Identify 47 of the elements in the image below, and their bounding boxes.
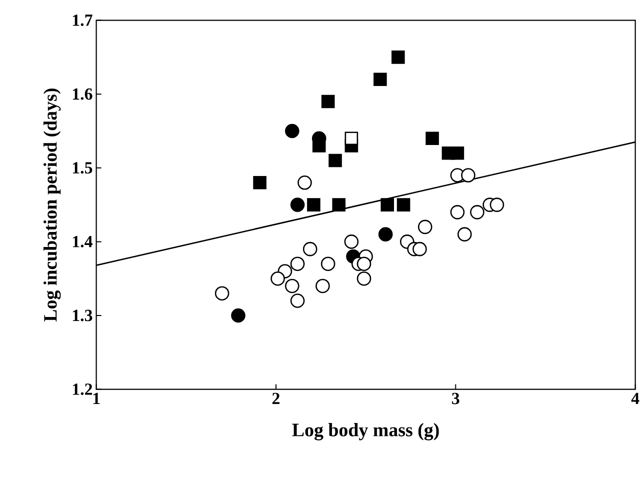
point bbox=[320, 256, 336, 271]
point bbox=[302, 242, 318, 256]
point bbox=[253, 176, 266, 190]
x-tick-label: 2 bbox=[272, 392, 280, 404]
point bbox=[374, 72, 387, 86]
point bbox=[412, 242, 427, 256]
point bbox=[298, 176, 312, 190]
point bbox=[270, 271, 285, 286]
point bbox=[344, 132, 358, 146]
point bbox=[470, 205, 484, 220]
point bbox=[426, 132, 439, 146]
y-tick-label: 1.2 bbox=[72, 384, 92, 396]
point bbox=[356, 256, 372, 271]
point bbox=[231, 308, 246, 323]
point bbox=[290, 198, 305, 212]
point bbox=[284, 124, 300, 138]
y-tick-label: 1.7 bbox=[72, 14, 92, 26]
y-tick-label: 1.6 bbox=[72, 88, 92, 100]
y-tick-label: 1.4 bbox=[72, 236, 92, 248]
point bbox=[380, 198, 394, 212]
point bbox=[418, 220, 432, 234]
point bbox=[378, 227, 393, 242]
x-tick-label: 3 bbox=[452, 392, 460, 404]
point bbox=[316, 278, 330, 294]
point bbox=[290, 256, 305, 271]
point bbox=[290, 294, 305, 308]
y-tick-label: 1.3 bbox=[72, 310, 92, 322]
point bbox=[284, 278, 300, 294]
y-tick-label: 1.5 bbox=[72, 162, 92, 174]
point bbox=[214, 286, 230, 301]
y-axis-title: Log incubation period (days) bbox=[43, 88, 61, 322]
x-axis-title: Log body mass (g) bbox=[292, 423, 439, 440]
point bbox=[332, 198, 346, 212]
point bbox=[307, 198, 320, 212]
point bbox=[321, 94, 335, 108]
point bbox=[391, 50, 405, 64]
point bbox=[344, 234, 359, 249]
point bbox=[461, 168, 476, 182]
point bbox=[490, 198, 504, 212]
x-tick-label: 1 bbox=[93, 392, 100, 404]
point bbox=[396, 198, 410, 212]
x-tick-label: 4 bbox=[631, 392, 640, 404]
point bbox=[328, 154, 342, 168]
point bbox=[356, 271, 372, 286]
point bbox=[450, 205, 465, 220]
point bbox=[450, 146, 464, 160]
point bbox=[457, 227, 472, 242]
